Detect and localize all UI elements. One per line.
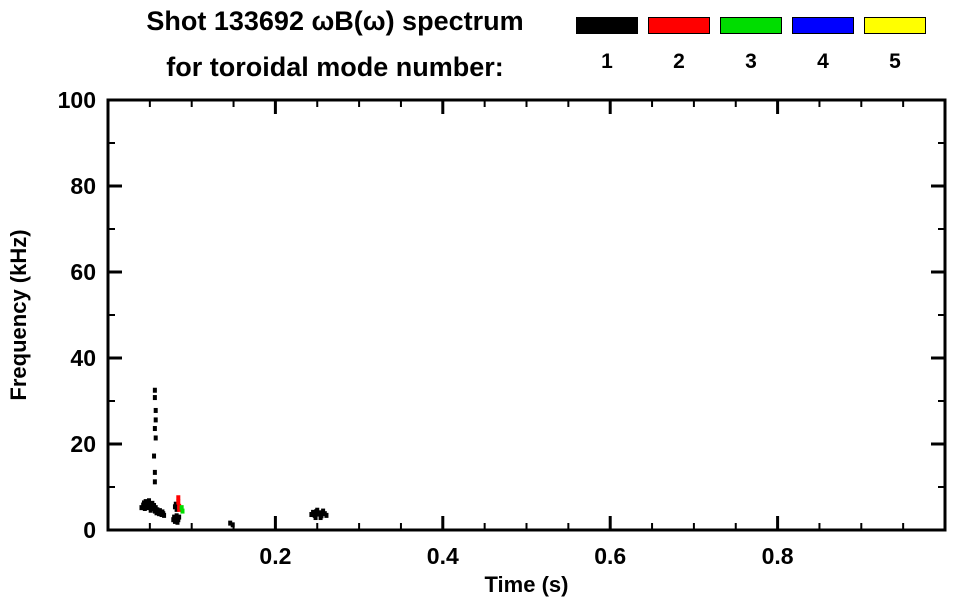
data-point-mode-1 (152, 426, 157, 432)
data-point-mode-1 (177, 514, 182, 520)
data-point-mode-3 (179, 505, 184, 511)
data-point-mode-1 (175, 519, 180, 525)
x-tick-label: 0.8 (762, 543, 794, 569)
data-point-mode-1 (173, 515, 178, 521)
data-point-mode-1 (315, 507, 320, 513)
data-point-mode-1 (174, 506, 179, 512)
data-point-mode-1 (162, 512, 167, 518)
chart-title: Shot 133692 ωB(ω) spectrum (146, 6, 524, 36)
data-point-mode-1 (146, 505, 151, 511)
data-point-mode-1 (152, 387, 157, 393)
legend-label: 5 (889, 50, 901, 73)
y-tick-label: 20 (70, 431, 96, 457)
data-point-mode-1 (153, 407, 158, 413)
legend-label: 1 (601, 50, 613, 73)
data-point-mode-1 (153, 417, 158, 423)
data-point-mode-1 (172, 504, 177, 510)
legend-label: 2 (673, 50, 685, 73)
data-point-mode-1 (152, 395, 157, 401)
data-point-mode-1 (151, 506, 156, 511)
legend-swatch-mode-2 (648, 17, 710, 34)
data-point-mode-2 (176, 499, 181, 505)
data-point-mode-1 (148, 507, 153, 513)
y-tick-label: 0 (83, 517, 96, 543)
legend-item-mode-1: 1 (576, 17, 638, 72)
x-axis-label: Time (s) (485, 572, 569, 597)
legend-swatch-mode-4 (792, 17, 854, 34)
data-point-mode-1 (172, 518, 177, 524)
data-point-mode-1 (152, 469, 157, 475)
data-point-mode-1 (173, 501, 178, 507)
data-point-mode-1 (147, 498, 152, 504)
data-point-mode-1 (313, 515, 318, 521)
data-point-mode-1 (228, 520, 233, 526)
data-point-mode-1 (321, 508, 326, 514)
data-point-mode-1 (153, 435, 158, 441)
y-tick-label: 40 (70, 345, 96, 371)
legend-item-mode-2: 2 (648, 17, 710, 72)
legend-swatch-mode-3 (720, 17, 782, 34)
y-tick-label: 80 (70, 173, 96, 199)
mode-legend: 1 2 3 4 5 (576, 17, 926, 72)
data-point-mode-1 (317, 510, 322, 516)
data-point-mode-1 (152, 453, 157, 459)
data-point-mode-2 (176, 495, 181, 501)
y-tick-label: 60 (70, 259, 96, 285)
plot-frame (106, 98, 947, 532)
legend-swatch-mode-1 (576, 17, 638, 34)
data-point-mode-1 (139, 505, 144, 511)
data-point-mode-1 (142, 506, 147, 511)
data-point-mode-1 (230, 522, 235, 528)
data-point-mode-1 (152, 479, 157, 485)
legend-item-mode-4: 4 (792, 17, 854, 72)
data-point-mode-1 (174, 513, 179, 519)
data-point-mode-1 (311, 509, 316, 515)
data-point-mode-2 (177, 503, 182, 509)
x-tick-label: 0.2 (259, 543, 291, 569)
data-point-mode-3 (180, 508, 185, 514)
legend-label: 4 (817, 50, 829, 73)
y-axis-label: Frequency (kHz) (6, 229, 31, 400)
x-tick-label: 0.4 (427, 543, 459, 569)
legend-item-mode-3: 3 (720, 17, 782, 72)
x-tick-label: 0.6 (594, 543, 626, 569)
chart-subtitle: for toroidal mode number: (166, 52, 504, 82)
data-point-mode-1 (145, 501, 150, 507)
data-point-mode-2 (177, 506, 182, 512)
y-tick-label: 100 (58, 87, 96, 113)
data-point-mode-1 (318, 515, 323, 521)
legend-swatch-mode-5 (864, 17, 926, 34)
legend-item-mode-5: 5 (864, 17, 926, 72)
legend-label: 3 (745, 50, 757, 73)
data-point-mode-1 (324, 512, 329, 518)
data-point-mode-1 (176, 517, 181, 523)
